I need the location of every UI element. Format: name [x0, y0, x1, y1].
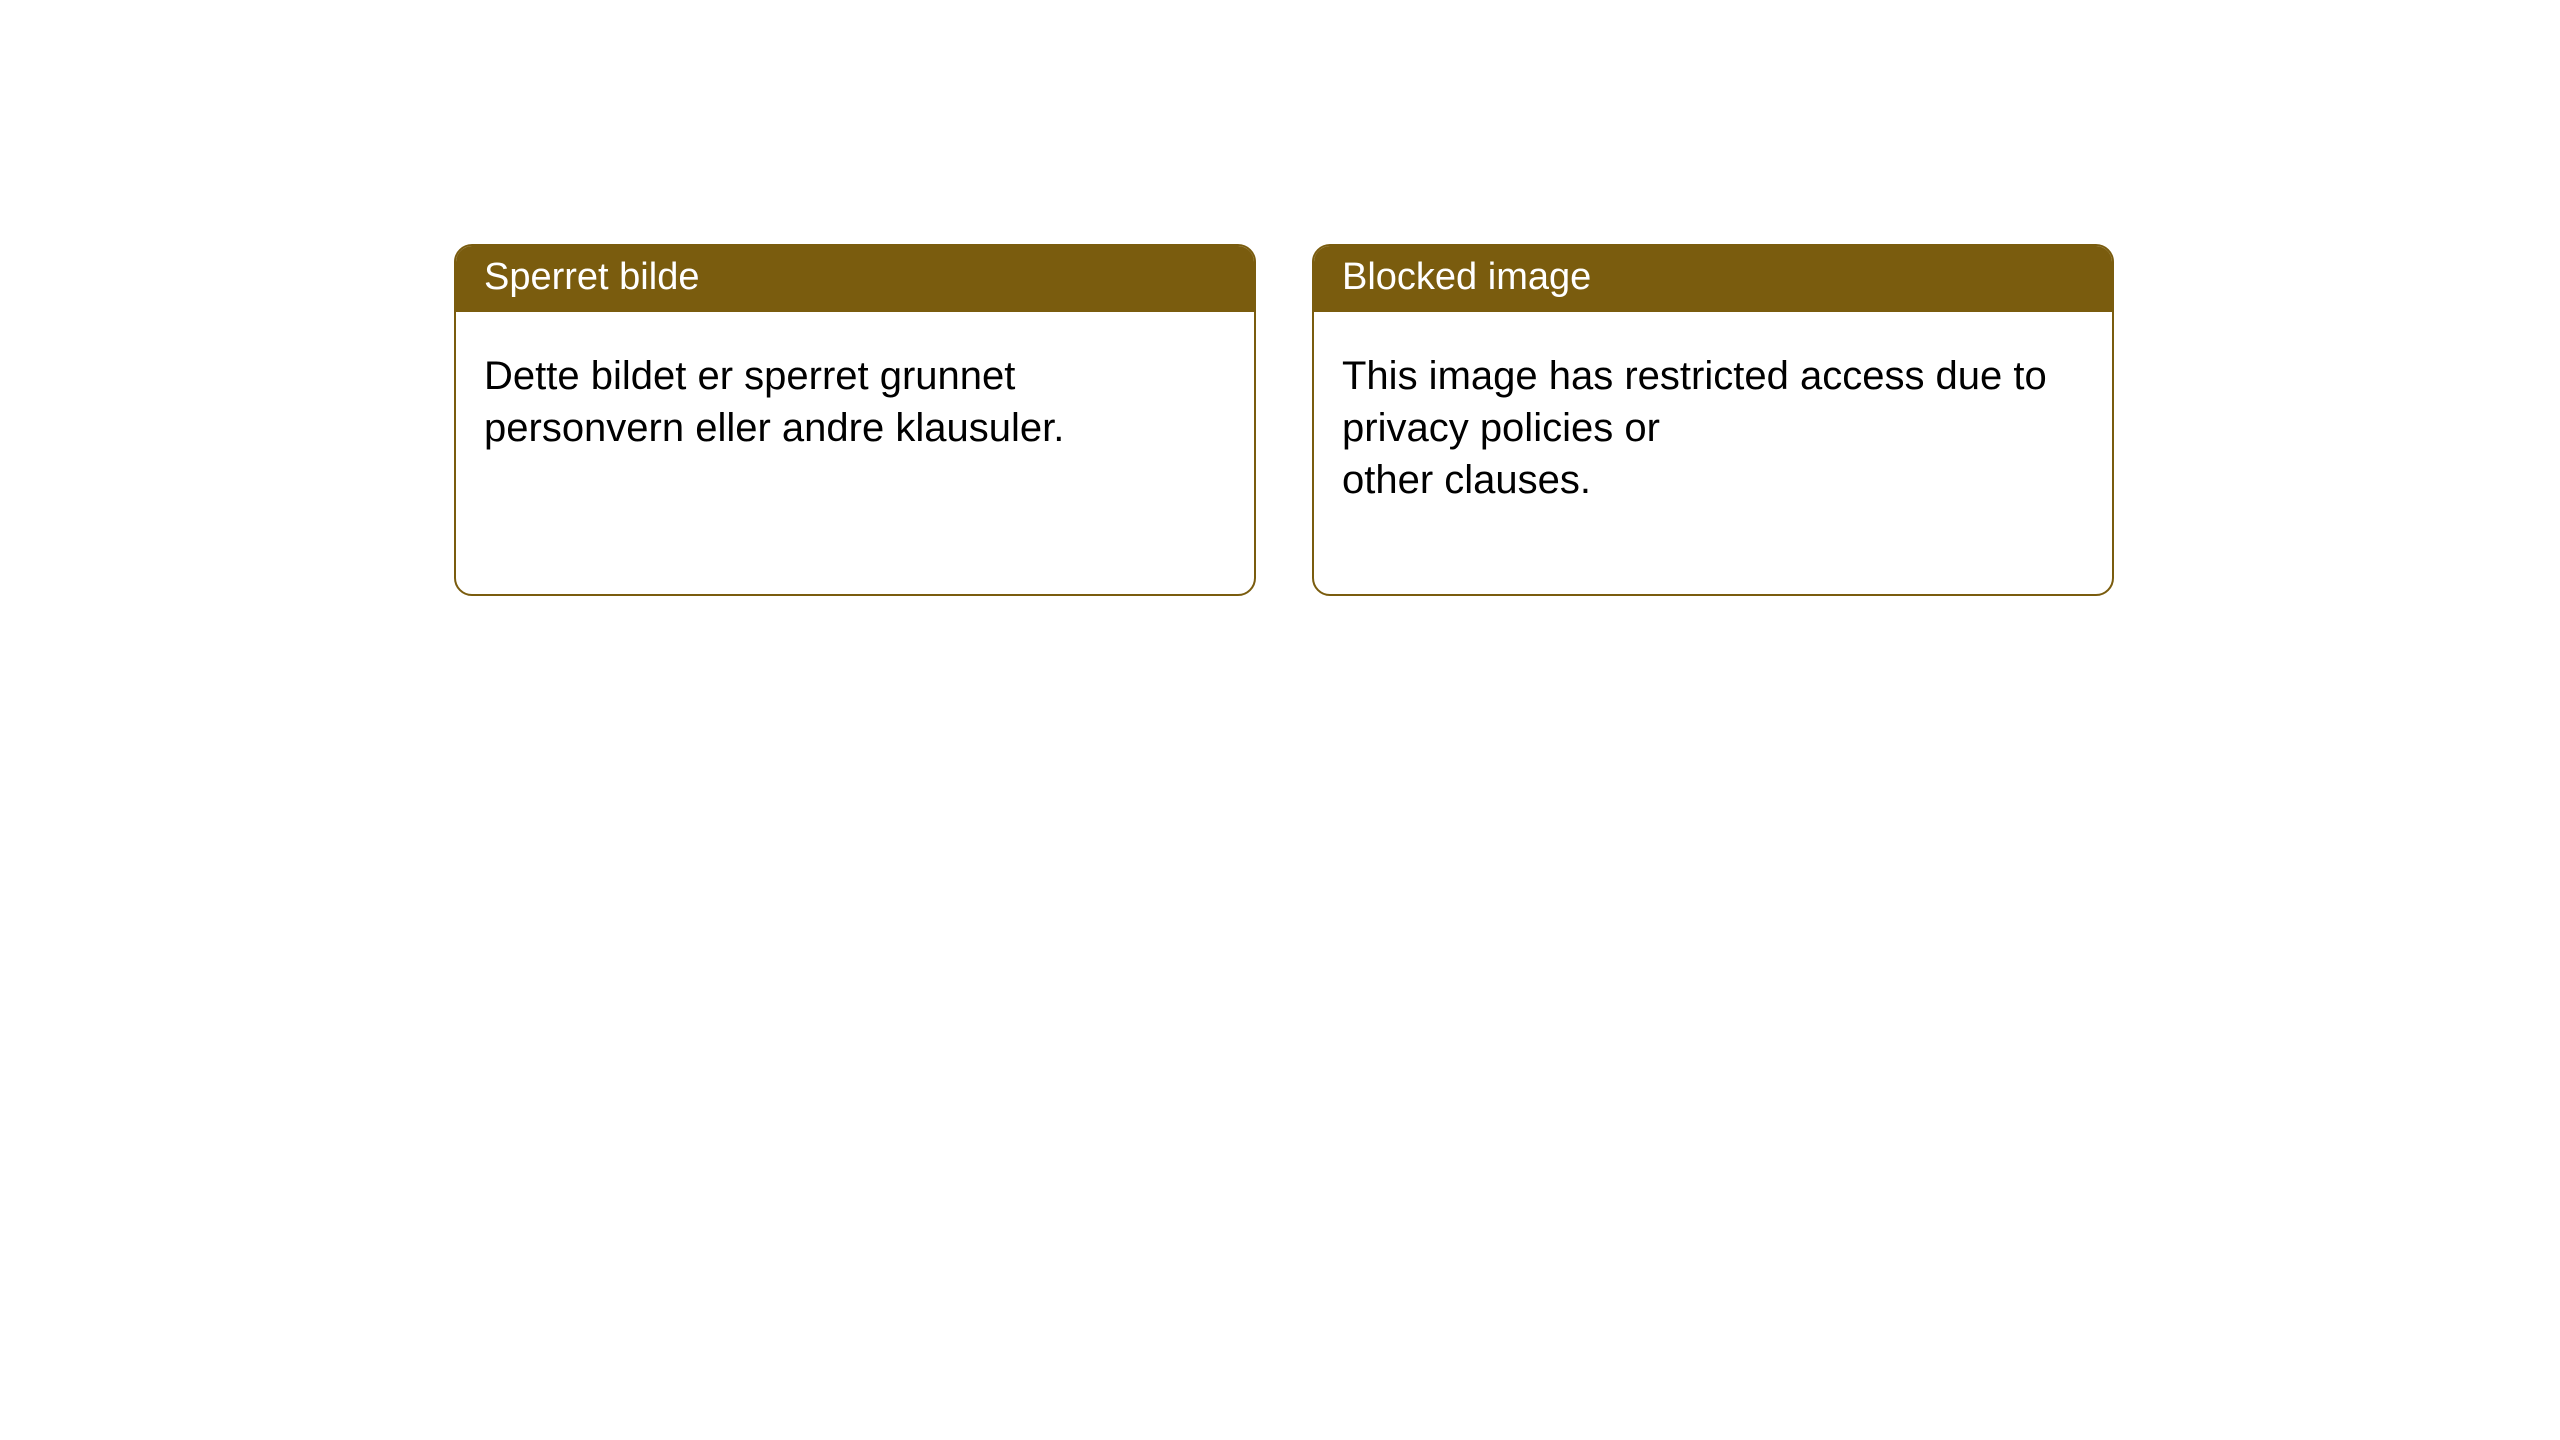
card-container: Sperret bilde Dette bildet er sperret gr…: [0, 0, 2560, 596]
card-header: Sperret bilde: [456, 246, 1254, 312]
card-header: Blocked image: [1314, 246, 2112, 312]
blocked-image-card-no: Sperret bilde Dette bildet er sperret gr…: [454, 244, 1256, 596]
card-body: Dette bildet er sperret grunnet personve…: [456, 312, 1254, 542]
card-body: This image has restricted access due to …: [1314, 312, 2112, 594]
blocked-image-card-en: Blocked image This image has restricted …: [1312, 244, 2114, 596]
